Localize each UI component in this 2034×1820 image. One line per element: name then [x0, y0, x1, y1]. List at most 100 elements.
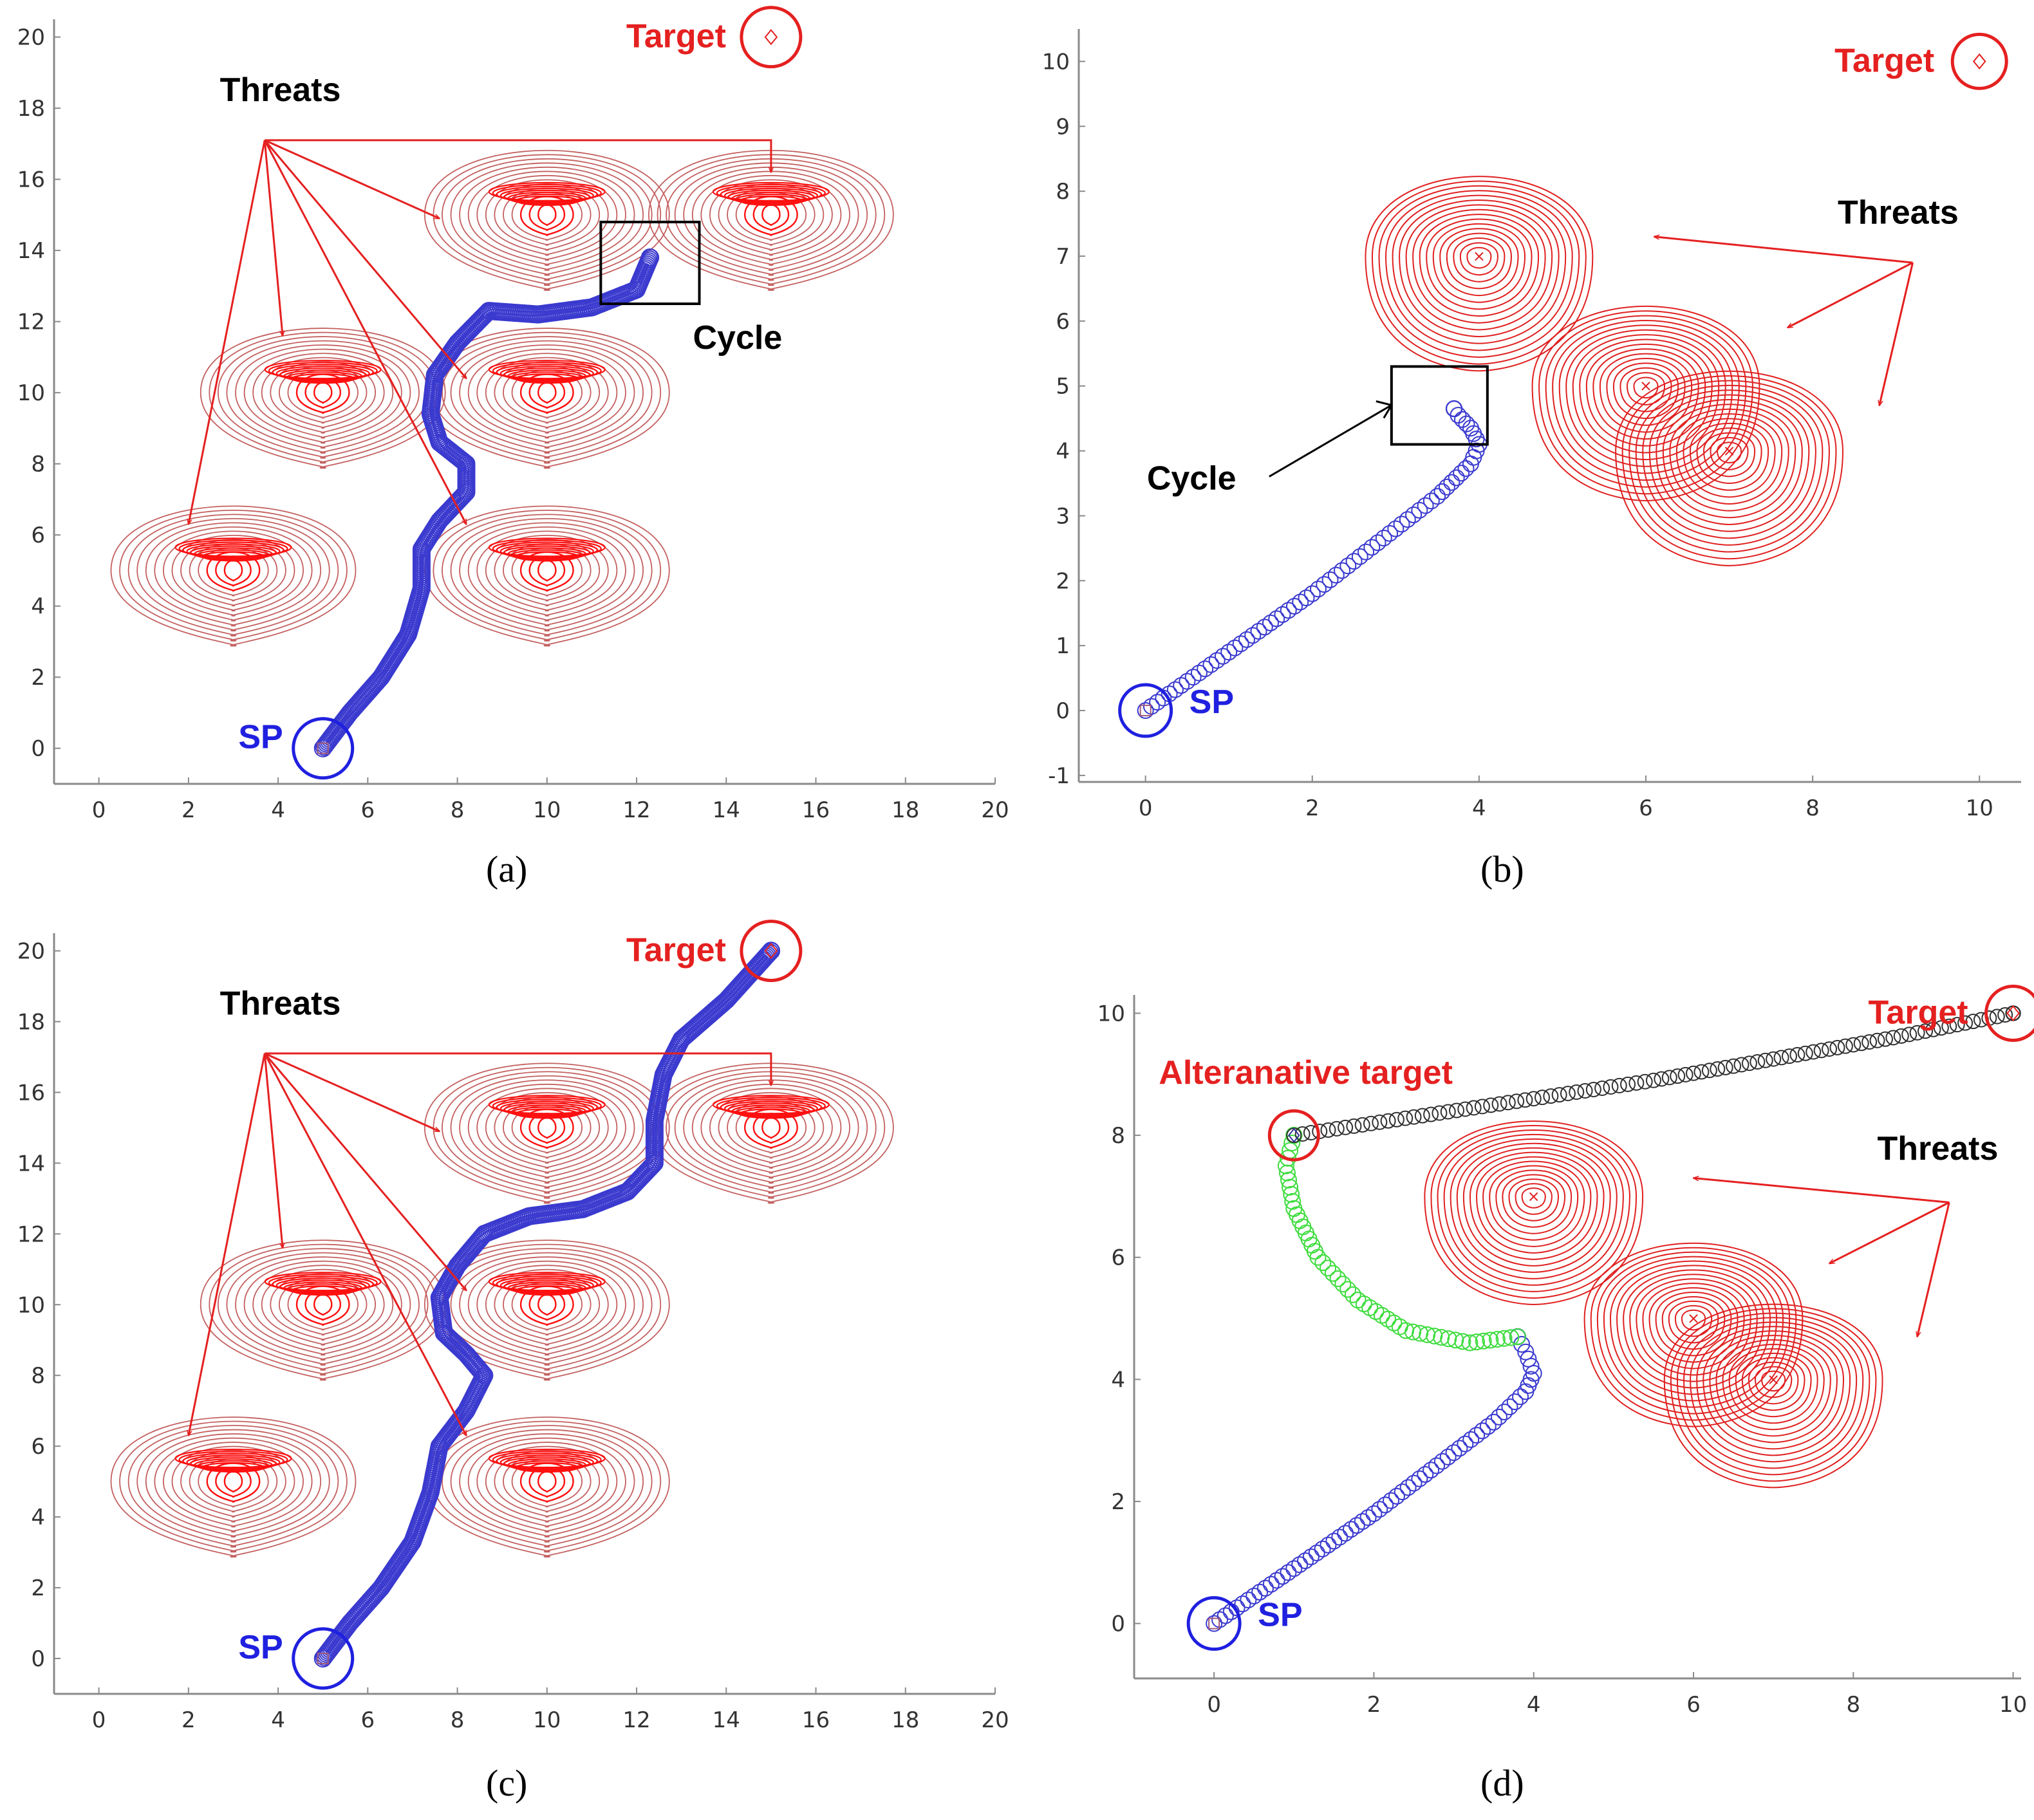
contour-line — [450, 162, 644, 276]
contour-line — [1439, 228, 1519, 297]
path-point — [1240, 1592, 1257, 1609]
contour-line — [1612, 362, 1679, 420]
contour-line — [467, 1260, 626, 1356]
x-tick-label: 16 — [802, 797, 830, 823]
path-point — [1733, 1057, 1749, 1073]
target-circle — [740, 919, 803, 982]
contour-line — [485, 1092, 609, 1169]
contour-line — [1728, 1348, 1818, 1424]
path-point — [1363, 539, 1381, 556]
path-point — [1324, 1265, 1341, 1282]
path-point — [1337, 1525, 1354, 1542]
contour-line — [243, 1260, 402, 1356]
contour-line — [1689, 422, 1769, 491]
contour-line — [657, 154, 886, 286]
contour-line — [1378, 185, 1580, 358]
y-tick-label: 8 — [31, 1363, 45, 1389]
path-point — [1262, 1575, 1280, 1593]
contour-line — [127, 1425, 339, 1548]
y-tick-label: 0 — [1056, 698, 1070, 724]
contour-line — [171, 535, 295, 611]
threat-1 — [424, 1416, 670, 1558]
threat-contours: × × × — [1365, 176, 1843, 566]
path-point — [1228, 1599, 1246, 1617]
path-point — [1282, 1178, 1299, 1196]
alternative-target-label: Alteranative target — [1159, 1054, 1453, 1091]
path-point — [1298, 589, 1315, 606]
path-point — [1440, 1330, 1457, 1348]
threat-arrow — [189, 140, 266, 525]
contour-line — [700, 1088, 842, 1174]
path-point — [1363, 1115, 1379, 1131]
path-point — [1517, 1343, 1535, 1360]
contour-core — [201, 551, 265, 562]
contour-line — [163, 530, 304, 617]
target-marker — [1972, 53, 1986, 70]
path-point — [755, 949, 774, 967]
path-point — [640, 248, 660, 267]
path-point — [1447, 1332, 1464, 1349]
path-point — [1345, 553, 1363, 570]
threat-1 — [424, 505, 670, 647]
contour-line — [209, 331, 438, 464]
contour-line — [476, 1088, 618, 1174]
path-point — [1637, 1073, 1653, 1090]
contour-line — [1609, 1260, 1778, 1402]
path-point — [1256, 618, 1273, 636]
x-tick-label: 8 — [1805, 795, 1820, 821]
path-point — [1757, 1052, 1773, 1068]
contour-line — [459, 1433, 635, 1538]
annotations: Target SP Threats — [189, 919, 803, 1690]
contour-line — [1412, 209, 1546, 324]
threat-arrow — [1654, 237, 1913, 264]
path-point — [1789, 1046, 1805, 1063]
x-tick-label: 4 — [1527, 1692, 1541, 1718]
contour-line — [424, 1416, 670, 1558]
path-point — [1569, 1084, 1585, 1100]
path-point — [1358, 543, 1375, 561]
contour-line — [1722, 1343, 1825, 1431]
path-point — [1280, 1171, 1298, 1189]
contour-line — [1633, 376, 1659, 399]
contour-line — [1642, 1283, 1745, 1370]
contour-line — [666, 1071, 877, 1194]
contour-line — [1669, 408, 1789, 512]
trajectory — [313, 248, 660, 757]
path-point — [1468, 1427, 1486, 1444]
contour-line — [1446, 232, 1512, 290]
path-point — [1661, 1070, 1677, 1086]
contour-line — [261, 357, 385, 434]
contour-line — [485, 535, 609, 611]
path-black — [1286, 1005, 2021, 1144]
path-point — [1474, 1099, 1490, 1115]
contour-line — [1456, 1142, 1611, 1273]
x-tick-label: 4 — [271, 1707, 285, 1733]
contour-line — [433, 154, 662, 286]
contour-line — [459, 166, 635, 271]
y-tick-label: 18 — [17, 96, 45, 122]
path-point — [1285, 597, 1303, 615]
path-point — [1438, 478, 1455, 496]
path-point — [1543, 1088, 1559, 1104]
path-point — [1372, 1114, 1388, 1130]
contour-line — [442, 336, 653, 459]
path-point — [1710, 1061, 1726, 1077]
contour-line — [459, 1256, 635, 1361]
y-tick-label: 12 — [17, 1221, 45, 1247]
contour-line — [1426, 218, 1533, 310]
path-point — [1551, 1087, 1567, 1103]
panel-b: × × × 0 2 4 6 8 10 -1 0 1 2 3 4 5 6 7 8 9 10 Target SP Thre… — [1042, 29, 2021, 890]
panel-c: 0 2 4 6 8 10 12 14 16 18 20 0 2 4 6 8 10 12 14 16 18 20 Targe… — [17, 919, 1009, 1804]
trajectory — [1206, 1005, 2021, 1632]
path-point — [1414, 1108, 1430, 1124]
path-point — [1234, 1595, 1251, 1613]
y-tick-label: 8 — [31, 452, 45, 478]
path-point — [1560, 1086, 1576, 1102]
path-point — [1278, 1164, 1296, 1182]
x-tick-label: 18 — [891, 797, 919, 823]
threat-arrow — [264, 1052, 440, 1133]
y-tick-label: 18 — [17, 1009, 45, 1035]
threat-contours — [110, 149, 894, 647]
start-point-circle — [1118, 683, 1173, 738]
contour-line — [519, 1108, 574, 1149]
